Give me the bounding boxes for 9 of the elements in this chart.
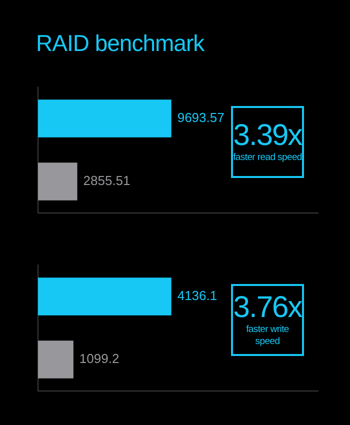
data-label: 2855.51 (83, 173, 130, 188)
data-label: 9693.57 (177, 110, 224, 126)
data-label: 4136.1 (177, 288, 218, 304)
text: 3.76x (233, 291, 302, 324)
text: 3.39x (233, 119, 302, 152)
text: faster read speed (233, 152, 302, 164)
chart-title: RAID benchmark (36, 30, 204, 57)
data-label: 1099.2 (79, 351, 120, 366)
text: faster write speed (245, 324, 290, 348)
